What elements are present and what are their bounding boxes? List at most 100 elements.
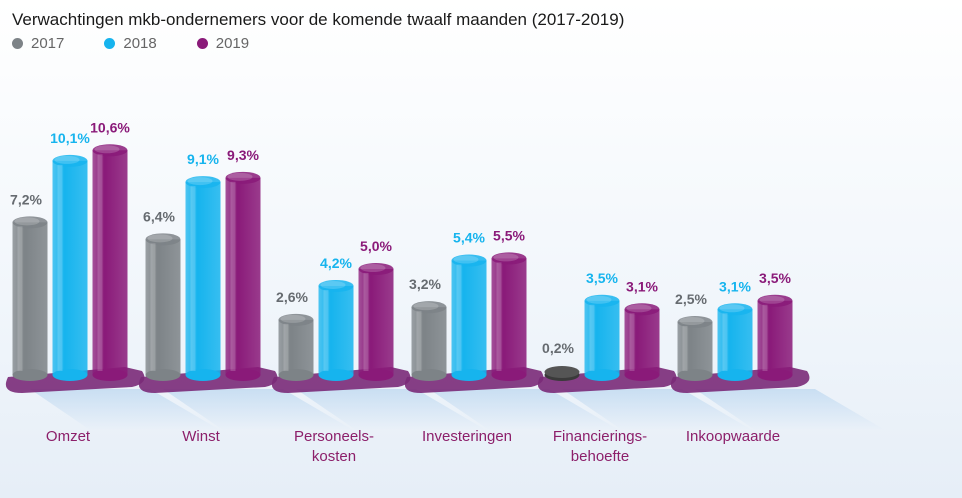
bar-top-highlight bbox=[626, 304, 652, 313]
bar-2017-1 bbox=[145, 233, 181, 381]
legend-label-2017: 2017 bbox=[31, 35, 65, 52]
category-label: kosten bbox=[312, 448, 356, 465]
bar-top bbox=[278, 313, 314, 326]
bar-2019-3 bbox=[491, 252, 527, 381]
bar-bottom bbox=[92, 369, 128, 381]
bar-top-highlight bbox=[719, 304, 745, 313]
base-shadow bbox=[562, 389, 752, 430]
bar-2018-1 bbox=[185, 176, 221, 381]
bar-2018-5 bbox=[717, 303, 753, 381]
legend-label-2019: 2019 bbox=[215, 35, 250, 52]
bar-body bbox=[145, 239, 181, 375]
legend-dot-2018 bbox=[104, 38, 116, 49]
bar-bottom bbox=[12, 369, 48, 381]
bar-highlight bbox=[97, 154, 103, 371]
value-label: 10,1% bbox=[50, 130, 90, 146]
bar-top-highlight bbox=[280, 314, 306, 323]
bar-bottom bbox=[451, 369, 487, 381]
bar-highlight bbox=[496, 262, 502, 371]
bar-top-highlight bbox=[227, 172, 253, 181]
category-label: Omzet bbox=[46, 428, 91, 445]
legend-label-2018: 2018 bbox=[123, 35, 157, 52]
bar-top bbox=[451, 254, 487, 267]
bar-bottom bbox=[185, 369, 221, 381]
value-label: 5,0% bbox=[360, 238, 392, 254]
bar-top-highlight bbox=[147, 234, 173, 243]
bar-body bbox=[278, 319, 314, 375]
bar-bottom bbox=[624, 369, 660, 381]
bar-top-highlight bbox=[453, 255, 479, 264]
bar-bottom bbox=[757, 369, 793, 381]
legend: 2017 2018 2019 bbox=[12, 35, 249, 52]
bar-highlight bbox=[589, 304, 595, 371]
bar-2017-3 bbox=[411, 301, 447, 381]
value-label: 3,5% bbox=[586, 270, 618, 286]
legend-dot-2017 bbox=[12, 38, 23, 49]
category-label: Personeels- bbox=[294, 428, 374, 445]
bar-top bbox=[584, 294, 620, 307]
bar-body bbox=[677, 322, 713, 375]
bar-highlight bbox=[57, 164, 63, 371]
bar-top bbox=[717, 303, 753, 316]
bar-top bbox=[491, 252, 527, 265]
value-label: 3,2% bbox=[409, 276, 441, 292]
bar-body bbox=[358, 269, 394, 375]
bar-highlight bbox=[682, 326, 688, 371]
bar-bottom bbox=[584, 369, 620, 381]
bar-bottom bbox=[225, 369, 261, 381]
bar-bottom bbox=[318, 369, 354, 381]
bar-top bbox=[185, 176, 221, 189]
bar-2019-1 bbox=[225, 171, 261, 381]
value-label: 9,3% bbox=[227, 147, 259, 163]
bar-top-highlight bbox=[360, 264, 386, 272]
bar-top bbox=[411, 301, 447, 314]
bar-disc-top bbox=[544, 366, 580, 378]
bar-2019-0 bbox=[92, 144, 128, 381]
bar-highlight bbox=[722, 313, 728, 371]
bar-highlight bbox=[363, 273, 369, 371]
chart-title: Verwachtingen mkb-ondernemers voor de ko… bbox=[12, 10, 625, 29]
base-shadow bbox=[429, 389, 619, 430]
bar-bottom bbox=[677, 369, 713, 381]
bar-top-highlight bbox=[413, 302, 439, 311]
value-label: 2,5% bbox=[675, 291, 707, 307]
bar-top-highlight bbox=[320, 280, 346, 289]
bar-highlight bbox=[762, 304, 768, 371]
bar-top bbox=[677, 316, 713, 328]
value-label: 9,1% bbox=[187, 151, 219, 167]
bar-bottom bbox=[411, 369, 447, 381]
bar-highlight bbox=[190, 186, 196, 371]
base-shadow bbox=[30, 389, 220, 430]
value-label: 6,4% bbox=[143, 208, 175, 224]
bar-top bbox=[757, 294, 793, 307]
bar-top bbox=[624, 303, 660, 316]
category-label: Winst bbox=[182, 428, 220, 445]
value-label: 0,2% bbox=[542, 340, 574, 356]
bar-top-highlight bbox=[493, 253, 519, 262]
bar-2018-4 bbox=[584, 294, 620, 381]
value-label: 3,1% bbox=[626, 278, 658, 294]
value-label: 5,5% bbox=[493, 227, 525, 243]
bar-2019-5 bbox=[757, 294, 793, 381]
bar-body bbox=[92, 150, 128, 375]
bar-body bbox=[451, 260, 487, 375]
value-label: 7,2% bbox=[10, 191, 42, 207]
bar-top bbox=[52, 154, 88, 167]
legend-item-2017: 2017 bbox=[12, 35, 64, 52]
bar-top bbox=[225, 171, 261, 184]
bar-body bbox=[624, 309, 660, 375]
bar-highlight bbox=[456, 264, 462, 371]
category-label: Inkoopwaarde bbox=[686, 428, 780, 445]
value-label: 3,5% bbox=[759, 270, 791, 286]
bar-highlight bbox=[150, 243, 156, 371]
bar-body bbox=[717, 309, 753, 375]
category-label: behoefte bbox=[571, 448, 629, 465]
bar-body bbox=[225, 177, 261, 375]
bar-body bbox=[584, 300, 620, 375]
bar-top bbox=[145, 233, 181, 246]
bar-top-highlight bbox=[94, 145, 120, 154]
bar-2017-4 bbox=[544, 366, 580, 381]
bar-body bbox=[757, 300, 793, 375]
